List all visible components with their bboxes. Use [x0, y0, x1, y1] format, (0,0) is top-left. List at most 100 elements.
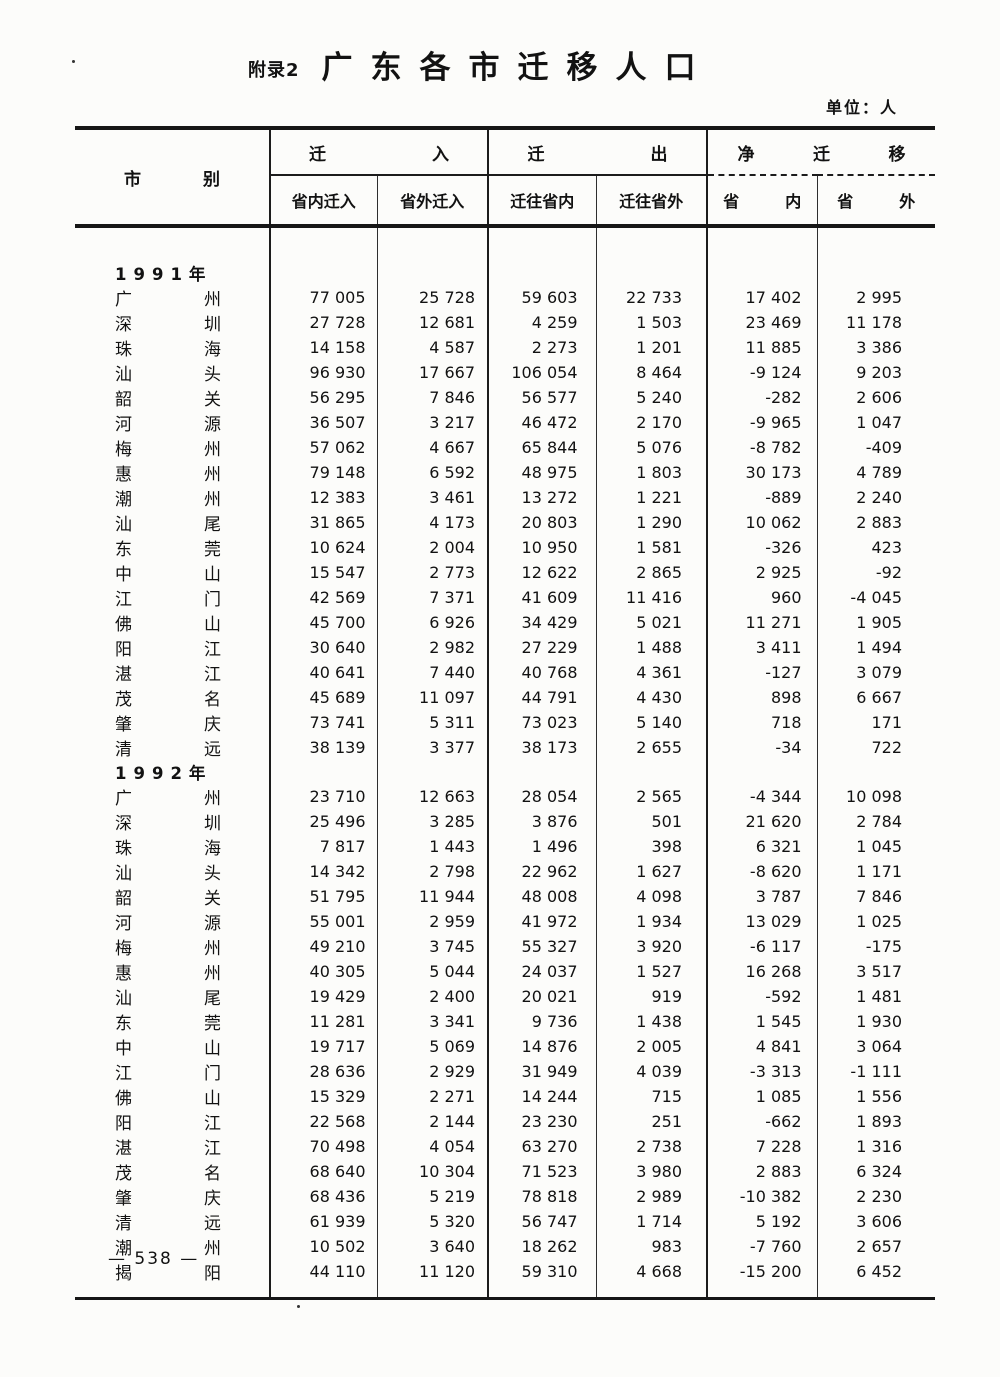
value-cell: 16 268 [706, 959, 817, 984]
city-cell: 肇庆 [75, 710, 270, 735]
city-name: 茂名 [115, 690, 221, 710]
value-cell: 11 271 [706, 610, 817, 635]
value-cell: 5 140 [595, 710, 707, 735]
value-cell: 3 980 [595, 1159, 707, 1184]
value-cell: 919 [595, 984, 707, 1009]
city-header-label: 市别 [124, 169, 220, 190]
value-cell: 2 995 [816, 285, 935, 310]
value-cell: 42 569 [269, 585, 377, 610]
value-cell: 1 085 [706, 1084, 817, 1109]
city-cell: 汕头 [75, 859, 270, 884]
value-cell: 4 587 [376, 335, 488, 360]
value-cell: 56 295 [269, 385, 377, 410]
table-row: 东莞 10 624 2 004 10 950 1 581 -326 423 [75, 535, 935, 560]
appendix-label: 附录2 [248, 60, 300, 81]
value-cell: 1 930 [816, 1009, 935, 1034]
value-cell: 423 [816, 535, 935, 560]
value-cell: 1 494 [816, 635, 935, 660]
value-cell: 3 341 [376, 1009, 488, 1034]
value-cell: 1 556 [816, 1084, 935, 1109]
value-cell: -662 [706, 1109, 817, 1134]
column-header-net-intra: 省内 [706, 175, 817, 228]
empty-cell [487, 226, 596, 285]
city-cell: 阳江 [75, 1109, 270, 1134]
value-cell: 10 950 [487, 535, 596, 560]
value-cell: 51 795 [269, 884, 377, 909]
table-row: 阳江 30 640 2 982 27 229 1 488 3 411 1 494 [75, 635, 935, 660]
city-cell: 清远 [75, 735, 270, 760]
value-cell: 4 430 [595, 685, 707, 710]
city-name: 肇庆 [115, 1189, 221, 1209]
value-cell: 38 139 [269, 735, 377, 760]
value-cell: 7 228 [706, 1134, 817, 1159]
value-cell: 1 545 [706, 1009, 817, 1034]
city-cell: 珠海 [75, 335, 270, 360]
value-cell: 398 [595, 834, 707, 859]
value-cell: 2 005 [595, 1034, 707, 1059]
value-cell: 25 496 [269, 809, 377, 834]
value-cell: 1 893 [816, 1109, 935, 1134]
city-cell: 河源 [75, 909, 270, 934]
city-name: 广州 [115, 789, 221, 809]
value-cell: 106 054 [487, 360, 596, 385]
value-cell: 4 098 [595, 884, 707, 909]
value-cell: 4 054 [376, 1134, 488, 1159]
value-cell: 13 272 [487, 485, 596, 510]
city-name: 汕头 [115, 365, 221, 385]
city-name: 清远 [115, 740, 221, 760]
city-cell: 揭阳 [75, 1259, 270, 1299]
city-name: 汕头 [115, 864, 221, 884]
value-cell: 68 640 [269, 1159, 377, 1184]
value-cell: 14 342 [269, 859, 377, 884]
value-cell: 44 791 [487, 685, 596, 710]
city-cell: 湛江 [75, 1134, 270, 1159]
city-cell: 潮州 [75, 1234, 270, 1259]
table-row: 江门 42 569 7 371 41 609 11 416 960 -4 045 [75, 585, 935, 610]
city-name: 阳江 [115, 1114, 221, 1134]
table-row: 汕尾 31 865 4 173 20 803 1 290 10 062 2 883 [75, 510, 935, 535]
value-cell: 19 717 [269, 1034, 377, 1059]
value-cell: -34 [706, 735, 817, 760]
city-name: 梅州 [115, 440, 221, 460]
value-cell: 7 440 [376, 660, 488, 685]
table-row: 湛江 70 498 4 054 63 270 2 738 7 228 1 316 [75, 1134, 935, 1159]
empty-cell [706, 226, 817, 285]
value-cell: 15 329 [269, 1084, 377, 1109]
city-name: 江门 [115, 1064, 221, 1084]
city-name: 东莞 [115, 540, 221, 560]
value-cell: 1 627 [595, 859, 707, 884]
table-row: 深圳 27 728 12 681 4 259 1 503 23 469 11 178 [75, 310, 935, 335]
table-row: 河源 55 001 2 959 41 972 1 934 13 029 1 025 [75, 909, 935, 934]
value-cell: 3 461 [376, 485, 488, 510]
value-cell: -8 620 [706, 859, 817, 884]
value-cell: 30 640 [269, 635, 377, 660]
value-cell: 2 883 [816, 510, 935, 535]
value-cell: 55 001 [269, 909, 377, 934]
value-cell: 41 972 [487, 909, 596, 934]
table-row: 中山 19 717 5 069 14 876 2 005 4 841 3 064 [75, 1034, 935, 1059]
value-cell: 1 201 [595, 335, 707, 360]
value-cell: 11 120 [376, 1259, 488, 1299]
city-name: 潮州 [115, 1239, 221, 1259]
value-cell: 70 498 [269, 1134, 377, 1159]
empty-cell [595, 760, 707, 784]
city-cell: 潮州 [75, 485, 270, 510]
column-group-inmigration: 迁入 [269, 128, 488, 176]
value-cell: 9 203 [816, 360, 935, 385]
value-cell: 251 [595, 1109, 707, 1134]
city-name: 珠海 [115, 839, 221, 859]
value-cell: 78 818 [487, 1184, 596, 1209]
value-cell: 2 606 [816, 385, 935, 410]
city-cell: 东莞 [75, 1009, 270, 1034]
value-cell: 3 386 [816, 335, 935, 360]
empty-cell [595, 226, 707, 285]
value-cell: 11 416 [595, 585, 707, 610]
year-label: 1992年 [115, 764, 213, 783]
city-name: 广州 [115, 290, 221, 310]
value-cell: 59 603 [487, 285, 596, 310]
value-cell: 5 192 [706, 1209, 817, 1234]
value-cell: 4 039 [595, 1059, 707, 1084]
table-row: 惠州 40 305 5 044 24 037 1 527 16 268 3 517 [75, 959, 935, 984]
value-cell: 1 488 [595, 635, 707, 660]
